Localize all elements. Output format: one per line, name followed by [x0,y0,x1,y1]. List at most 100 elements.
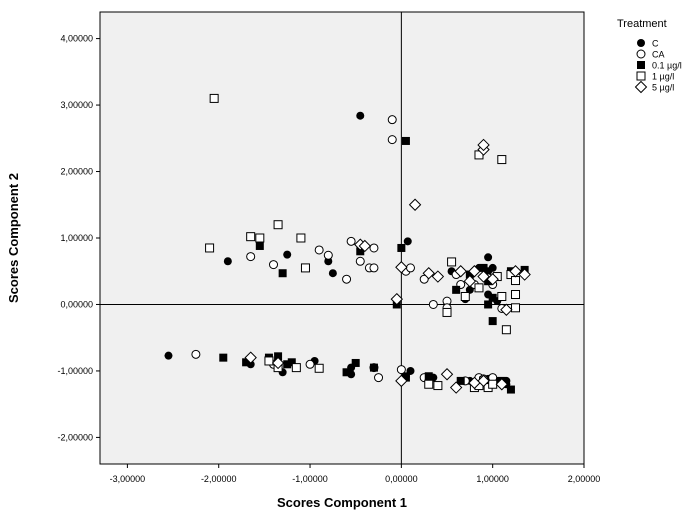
data-point [497,155,507,165]
data-point [401,373,410,382]
data-point [242,358,251,367]
data-point [501,325,511,335]
data-point [440,368,454,381]
data-point [463,274,477,288]
data-point [374,373,384,383]
legend-title: Treatment [617,18,667,30]
data-point [387,115,397,125]
data-point [356,111,365,120]
data-point [460,291,470,301]
data-points [164,93,531,394]
data-point [346,236,356,246]
data-point [511,290,521,299]
data-point [497,291,507,301]
data-point [452,285,461,294]
data-point [390,292,403,306]
data-point [271,356,285,370]
x-tick-label: 2,00000 [568,474,601,484]
data-point [369,263,379,273]
data-point [401,136,410,145]
data-point [191,349,201,359]
data-point [465,270,474,279]
y-tick-label: 2,00000 [60,167,93,177]
data-point [431,270,445,283]
data-point [403,237,412,246]
data-point [405,263,415,273]
data-point [419,274,429,284]
legend-label: C [652,39,659,49]
plot-area [99,11,585,465]
data-point [328,269,337,278]
data-point [488,293,497,302]
x-tick-label: -1,00000 [292,474,328,484]
data-point [395,261,408,274]
legend-label: 0.1 µg/l [652,61,682,71]
y-axis-title: Scores Component 2 [6,173,21,303]
data-point [442,307,452,317]
data-point [246,252,256,262]
legend-label: 1 µg/l [652,72,674,82]
data-point [456,376,465,385]
data-point [255,241,264,250]
axes: -3,00000 -2,00000 -1,00000 0,00000 1,00000 2,… [57,34,600,484]
data-point [219,353,228,362]
data-point [209,93,219,103]
data-point [358,239,372,253]
data-point [406,366,415,375]
legend-item: C [637,39,659,49]
data-point [278,269,287,278]
data-point [486,273,499,286]
y-tick-label: -2,00000 [57,432,93,442]
data-point [164,351,173,360]
data-point [395,374,408,388]
data-point [408,198,422,211]
data-point [314,245,324,255]
data-point [447,257,457,267]
data-point [205,243,215,253]
legend-marker [634,80,648,94]
data-point [484,300,493,309]
data-point [356,247,365,256]
data-point [479,263,488,272]
data-point [342,274,352,284]
data-point [518,268,531,281]
data-point [296,233,306,243]
data-point [500,303,513,316]
data-point [369,243,379,253]
data-point [477,138,490,152]
data-point [264,356,274,366]
data-point [488,379,498,389]
data-point [305,359,315,369]
legend-item: CA [636,49,665,60]
y-tick-label: 3,00000 [60,100,93,110]
legend-item: 1 µg/l [636,71,674,82]
data-point [477,374,490,388]
data-point [351,358,360,367]
legend-label: 5 µg/l [652,83,674,93]
series-open-diamond [244,138,531,394]
data-point [323,250,333,260]
x-tick-label: -3,00000 [110,474,146,484]
data-point [511,276,521,286]
data-point [396,365,406,375]
data-point [424,372,433,381]
data-point [387,135,397,145]
data-point [506,385,515,394]
data-point [424,379,434,389]
data-point [474,283,484,293]
y-tick-label: 4,00000 [60,34,93,44]
legend-marker [636,71,646,81]
data-point [283,250,292,259]
data-point [223,257,232,266]
data-point [369,363,378,372]
y-tick-label: 0,00000 [60,299,93,309]
x-tick-label: -2,00000 [201,474,237,484]
data-point [355,256,365,266]
x-tick-label: 1,00000 [476,474,509,484]
data-point [509,265,522,278]
data-point [300,263,310,273]
data-point [274,352,283,361]
data-point [291,363,301,373]
